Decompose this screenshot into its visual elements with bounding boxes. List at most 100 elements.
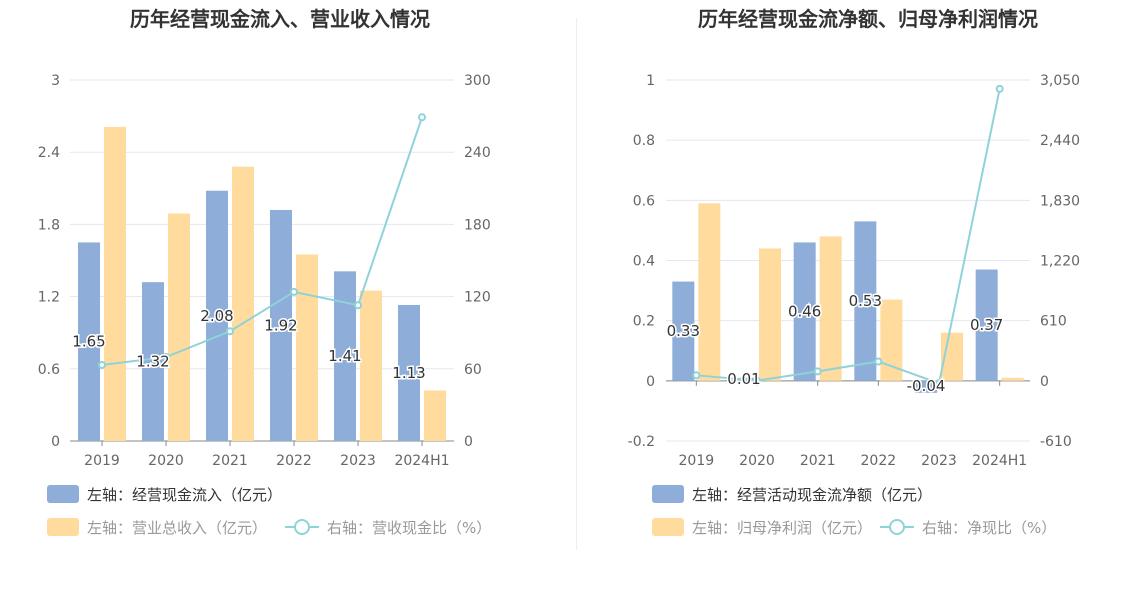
legend-label: 左轴：经营活动现金流净额（亿元）	[692, 486, 932, 504]
right-axis-tick-label: 610	[1040, 314, 1067, 330]
bar-data-label: 0.37	[970, 316, 1003, 334]
ratio-point	[813, 367, 822, 376]
x-axis-tick-label: 2021	[212, 453, 248, 469]
ratio-point	[753, 376, 761, 385]
ratio-point	[692, 371, 701, 380]
panel-divider	[576, 18, 577, 550]
bar-primary	[270, 209, 292, 441]
right-axis-tick-label: 0	[1040, 374, 1049, 390]
x-axis-tick-label: 2023	[921, 453, 957, 469]
bar-secondary	[1001, 377, 1024, 381]
legend-label: 左轴：经营现金流入（亿元）	[87, 486, 282, 504]
bar-secondary	[168, 213, 190, 441]
left-axis-tick-label: -0.2	[628, 434, 655, 450]
right-axis-tick-label: 0	[464, 434, 473, 450]
bar-primary	[672, 281, 695, 381]
legend-swatch-bar-secondary	[47, 518, 79, 536]
bar-data-label: -0.04	[907, 377, 946, 395]
bar-secondary	[880, 299, 903, 381]
ratio-point	[935, 379, 943, 388]
ratio-point	[290, 287, 298, 296]
left-axis-tick-label: 0.6	[38, 362, 60, 378]
bar-primary	[793, 242, 816, 381]
bar-primary	[78, 242, 100, 441]
bar-secondary	[819, 236, 842, 381]
left-axis-tick-label: 0.4	[633, 254, 655, 270]
x-axis-tick-label: 2022	[861, 453, 897, 469]
ratio-point	[418, 113, 426, 122]
legend-swatch-line-marker	[889, 519, 905, 535]
legend-label: 左轴：归母净利润（亿元）	[692, 519, 872, 537]
bar-primary	[398, 305, 420, 441]
bar-data-label: 0.46	[788, 303, 821, 321]
right-axis-tick-label: 2,440	[1040, 133, 1080, 149]
bar-primary	[142, 282, 164, 441]
legend-label: 右轴：营收现金比（%）	[327, 519, 491, 537]
bar-secondary	[759, 248, 781, 381]
bar-secondary	[104, 126, 126, 442]
ratio-point	[995, 84, 1004, 93]
x-axis-tick-label: 2024H1	[972, 453, 1027, 469]
bar-data-label: 0.33	[667, 322, 700, 340]
bar-data-label: 0.53	[849, 292, 882, 310]
left-axis-tick-label: 2.4	[38, 145, 60, 161]
bar-primary	[206, 190, 228, 441]
bar-data-label: 1.13	[392, 364, 425, 382]
ratio-point	[98, 360, 106, 369]
chart-title: 历年经营现金流入、营业收入情况	[130, 7, 430, 31]
x-axis-tick-label: 2019	[84, 453, 120, 469]
legend-label: 右轴：净现比（%）	[922, 519, 1056, 537]
ratio-line	[101, 116, 423, 366]
bar-data-label: 1.92	[264, 316, 297, 334]
left-axis-tick-label: 1.8	[38, 217, 60, 233]
bar-secondary	[296, 254, 318, 441]
left-axis-tick-label: 0	[646, 374, 655, 390]
legend-swatch-line-marker	[294, 519, 310, 535]
right-axis-tick-label: 120	[464, 290, 491, 306]
right-axis-tick-label: 1,830	[1040, 193, 1080, 209]
bar-primary	[915, 380, 937, 393]
bar-secondary	[424, 390, 446, 441]
right-axis-tick-label: 240	[464, 145, 491, 161]
left-axis-tick-label: 0	[51, 434, 60, 450]
bar-primary	[334, 271, 356, 441]
bar-secondary	[232, 166, 254, 441]
ratio-point	[226, 327, 234, 336]
ratio-point	[162, 353, 170, 362]
chart-1: 历年经营现金流入、营业收入情况 0 0.6 1.2 1.8 2.4 3 0 60 120 180 24…	[38, 7, 492, 537]
left-axis-tick-label: 0.8	[633, 133, 655, 149]
right-axis-tick-label: 1,220	[1040, 254, 1080, 270]
legend-swatch-bar-primary	[47, 485, 79, 503]
left-axis-tick-label: 1	[646, 73, 655, 89]
legend-label: 左轴：营业总收入（亿元）	[87, 519, 267, 537]
x-axis-tick-label: 2019	[679, 453, 715, 469]
bar-data-label: 0.01	[727, 370, 760, 388]
left-axis-tick-label: 0.2	[633, 314, 655, 330]
bar-data-label: 1.32	[136, 353, 169, 371]
legend-swatch-bar-primary	[652, 485, 684, 503]
left-axis-tick-label: 0.6	[633, 193, 655, 209]
bar-secondary	[360, 290, 382, 441]
right-axis-tick-label: -610	[1040, 434, 1072, 450]
legend-swatch-bar-secondary	[652, 518, 684, 536]
chart-legend: 左轴：经营现金流入（亿元） 左轴：营业总收入（亿元） 右轴：营收现金比（%）	[47, 485, 491, 537]
chart-2: 历年经营现金流净额、归母净利润情况 -0.2 0 0.2 0.4 0.6 0.8 1 -610 0…	[628, 7, 1080, 537]
bar-data-label: 1.41	[328, 347, 361, 365]
bar-data-label: 2.08	[200, 307, 233, 325]
right-axis-tick-label: 60	[464, 362, 482, 378]
left-axis-tick-label: 3	[51, 73, 60, 89]
x-axis-tick-label: 2020	[739, 453, 775, 469]
right-axis-tick-label: 3,050	[1040, 73, 1080, 89]
bar-primary	[975, 269, 998, 381]
chart-legend: 左轴：经营活动现金流净额（亿元） 左轴：归母净利润（亿元） 右轴：净现比（%）	[652, 485, 1056, 537]
bar-primary	[854, 221, 877, 381]
x-axis-tick-label: 2024H1	[394, 453, 449, 469]
right-axis-tick-label: 180	[464, 217, 491, 233]
x-axis-tick-label: 2023	[340, 453, 376, 469]
ratio-line	[696, 88, 1001, 385]
x-axis-tick-label: 2021	[800, 453, 836, 469]
bar-data-label: 1.65	[72, 333, 105, 351]
x-axis-tick-label: 2020	[148, 453, 184, 469]
right-axis-tick-label: 300	[464, 73, 491, 89]
